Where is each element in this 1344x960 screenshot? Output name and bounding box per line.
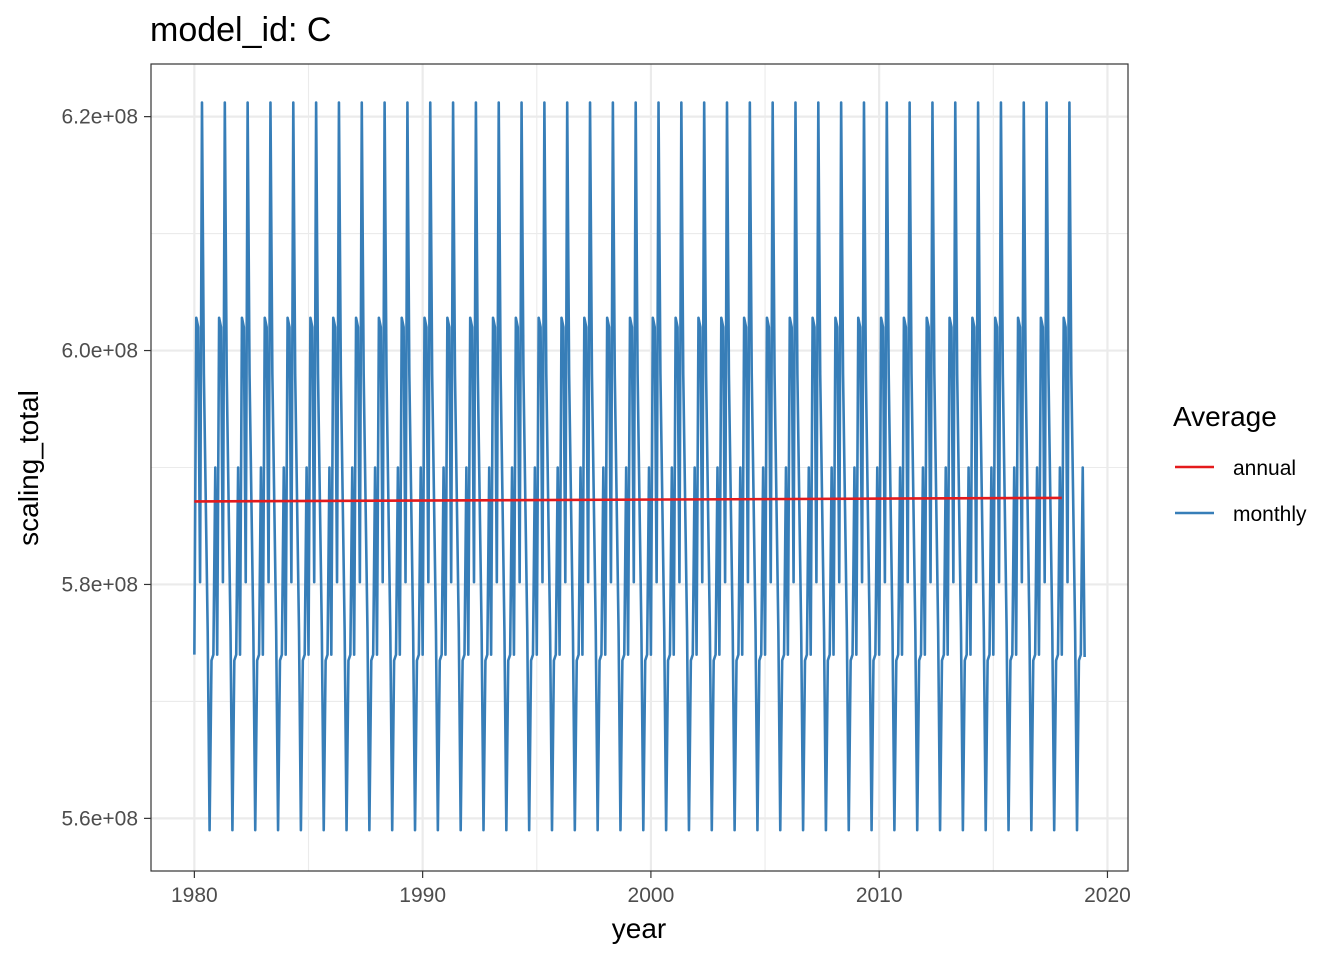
x-tick-label: 2020: [1084, 884, 1131, 907]
chart-title: model_id: C: [150, 11, 331, 49]
plot-border: [150, 63, 1129, 872]
x-tick-label: 2010: [856, 884, 903, 907]
legend-title: Average: [1173, 401, 1277, 432]
legend-label-monthly: monthly: [1233, 503, 1307, 526]
y-tick-label: 5.8e+08: [62, 573, 139, 596]
y-axis-title: scaling_total: [13, 390, 44, 546]
y-axis: 5.6e+08 5.8e+08 6.0e+08 6.2e+08: [62, 106, 151, 830]
y-tick-label: 6.0e+08: [62, 340, 139, 363]
x-tick-label: 1990: [399, 884, 446, 907]
y-tick-label: 5.6e+08: [62, 807, 139, 830]
x-tick-label: 1980: [171, 884, 218, 907]
legend: Average annual monthly: [1173, 401, 1307, 526]
series-line-annual: [194, 496, 1062, 503]
series-layer: [193, 101, 1086, 832]
x-axis: 1980 1990 2000 2010 2020: [171, 871, 1131, 907]
x-axis-title: year: [612, 913, 666, 944]
legend-label-annual: annual: [1233, 457, 1296, 480]
series-line-monthly: [193, 101, 1086, 832]
y-tick-label: 6.2e+08: [62, 106, 139, 129]
x-tick-label: 2000: [628, 884, 675, 907]
